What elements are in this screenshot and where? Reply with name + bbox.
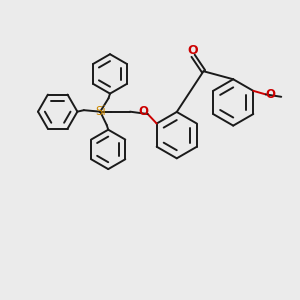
- Text: O: O: [138, 105, 148, 118]
- Text: O: O: [265, 88, 275, 101]
- Text: Si: Si: [95, 105, 106, 118]
- Text: O: O: [187, 44, 198, 57]
